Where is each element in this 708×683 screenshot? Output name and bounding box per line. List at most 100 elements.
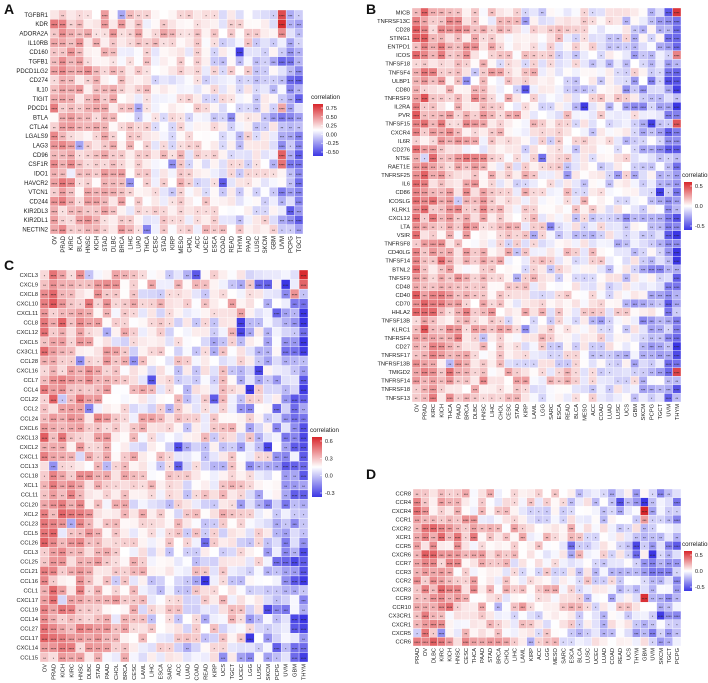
heatmap-cell (184, 215, 194, 225)
legend-tick-label: -0.25 (326, 141, 339, 147)
heatmap-cell (571, 127, 581, 137)
heatmap-cell (218, 470, 228, 481)
row-label: CD27 (395, 344, 410, 350)
significance-marker: *** (523, 20, 528, 24)
significance-marker: *** (624, 354, 629, 358)
heatmap-cell (108, 196, 118, 207)
heatmap-cell (579, 290, 589, 300)
significance-marker: **** (422, 200, 428, 204)
heatmap-cell (462, 33, 472, 43)
heatmap-cell (182, 327, 193, 338)
heatmap-cell (75, 75, 84, 85)
heatmap-cell (529, 16, 539, 26)
heatmap-cell (93, 508, 103, 519)
heatmap-cell (129, 365, 139, 376)
heatmap-cell (537, 144, 547, 154)
row-label: ADORA2A (19, 31, 48, 37)
significance-marker: *** (103, 117, 108, 121)
heatmap-cell (546, 290, 556, 300)
row-label: CD274 (29, 78, 48, 84)
column-label: LGG (540, 404, 546, 416)
significance-marker: **** (640, 106, 646, 110)
significance-marker: ** (61, 52, 64, 56)
significance-marker: **** (42, 523, 48, 527)
significance-marker: **** (265, 447, 271, 451)
heatmap-cell (630, 307, 640, 317)
heatmap-cell (487, 16, 497, 26)
column-label: PCPG (289, 236, 295, 253)
heatmap-cell (630, 316, 640, 326)
heatmap-cell (75, 131, 84, 141)
heatmap-cell (638, 393, 648, 403)
significance-marker: **** (85, 33, 91, 37)
significance-marker: **** (283, 284, 289, 288)
column-label: PCPG (650, 404, 656, 420)
significance-marker: * (239, 108, 241, 112)
significance-marker: **** (666, 209, 672, 213)
significance-marker: *** (481, 166, 486, 170)
heatmap-cell (155, 279, 166, 290)
heatmap-cell (263, 489, 273, 500)
heatmap-cell (294, 224, 304, 235)
heatmap-cell (521, 136, 530, 146)
heatmap-cell (252, 177, 262, 188)
heatmap-cell (235, 205, 245, 216)
heatmap-cell (75, 451, 85, 462)
heatmap-cell (487, 333, 497, 343)
heatmap-cell (521, 110, 530, 120)
significance-marker: *** (275, 456, 280, 460)
significance-marker: ** (457, 55, 460, 59)
significance-marker: *** (78, 332, 83, 336)
significance-marker: **** (666, 114, 672, 118)
significance-marker: ** (137, 173, 140, 177)
significance-marker: **** (51, 42, 57, 46)
significance-marker: **** (51, 24, 57, 28)
significance-marker: *** (481, 192, 486, 196)
significance-marker: ** (272, 229, 275, 233)
heatmap-cell (588, 221, 598, 231)
significance-marker: *** (658, 132, 663, 136)
significance-marker: *** (77, 117, 82, 121)
heatmap-cell (621, 144, 631, 154)
significance-marker: *** (414, 286, 419, 290)
heatmap-cell (605, 144, 614, 154)
significance-marker: *** (111, 164, 116, 168)
significance-marker: **** (296, 173, 302, 177)
significance-marker: **** (104, 437, 110, 441)
significance-marker: **** (42, 427, 48, 431)
significance-marker: **** (489, 72, 495, 76)
column-label: BLCA (78, 236, 84, 252)
heatmap-cell (218, 279, 228, 290)
significance-marker: ** (507, 20, 510, 24)
significance-marker: * (542, 106, 544, 110)
heatmap-cell (504, 256, 514, 266)
significance-marker: *** (145, 89, 150, 93)
significance-marker: **** (422, 174, 428, 178)
significance-marker: *** (498, 132, 503, 136)
heatmap-cell (129, 346, 139, 357)
significance-marker: *** (87, 399, 92, 403)
heatmap-cell (563, 7, 572, 17)
legend-tick-label: 0.00 (326, 132, 337, 138)
column-label: BRCA (465, 404, 471, 420)
significance-marker: ** (171, 192, 174, 196)
row-label: HAVCR2 (24, 181, 49, 187)
heatmap-cell (495, 136, 505, 146)
significance-marker: ** (196, 52, 199, 56)
heatmap-cell (210, 168, 219, 179)
significance-marker: **** (439, 140, 445, 144)
significance-marker: **** (649, 269, 655, 273)
significance-marker: *** (141, 427, 146, 431)
heatmap-cell (173, 308, 184, 318)
significance-marker: ** (617, 97, 620, 101)
significance-marker: **** (674, 277, 680, 281)
heatmap-cell (120, 288, 130, 299)
significance-marker: *** (465, 371, 470, 375)
significance-marker: *** (114, 351, 119, 355)
column-label: BRCA (120, 236, 126, 253)
heatmap-cell (579, 76, 589, 86)
heatmap-cell (111, 441, 121, 452)
heatmap-cell (563, 230, 572, 240)
significance-marker: *** (94, 229, 99, 233)
heatmap-cell (521, 221, 530, 231)
